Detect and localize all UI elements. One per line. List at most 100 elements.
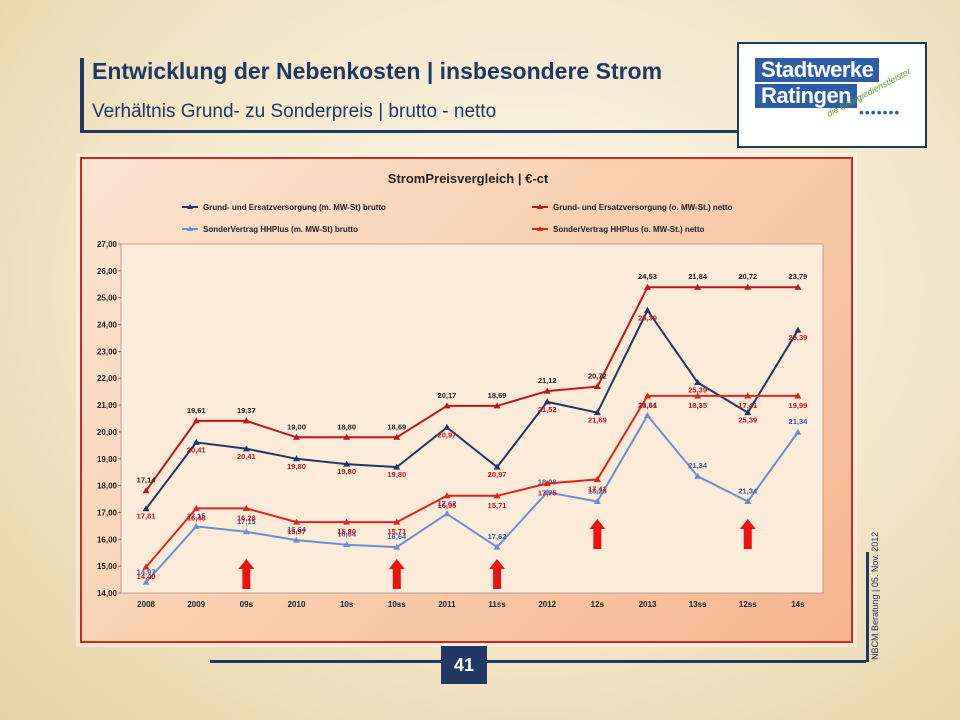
data-point	[443, 510, 451, 517]
data-point	[293, 455, 300, 462]
data-label: 14,40	[137, 572, 156, 581]
y-tick-label: 17,00	[97, 508, 118, 517]
title-accent-bar	[80, 58, 84, 130]
legend-label: Grund- und Ersatzversorgung (m. MW-St) b…	[203, 203, 386, 212]
data-label: 16,48	[187, 513, 206, 522]
footer-vertical-rule	[866, 552, 869, 662]
legend-marker	[187, 226, 193, 231]
page-number: 41	[441, 646, 487, 684]
x-tick-label: 2013	[639, 600, 657, 609]
data-label: 15,71	[387, 527, 406, 536]
data-point	[343, 518, 351, 525]
data-point	[293, 536, 300, 543]
arrow-up-icon	[589, 519, 606, 549]
logo-line-2: Ratingen	[755, 84, 858, 108]
arrow-up-icon	[739, 519, 756, 549]
data-label: 17,81	[137, 512, 156, 521]
data-label: 21,52	[538, 405, 557, 414]
data-point	[242, 504, 250, 511]
data-point	[543, 387, 551, 394]
data-label: 20,61	[638, 401, 657, 410]
chart-title: StromPreisvergleich | €-ct	[388, 171, 549, 186]
data-label: 17,15	[187, 511, 206, 520]
title-underline	[80, 130, 740, 133]
data-label: 23,79	[789, 272, 808, 281]
x-tick-label: 12ss	[739, 600, 757, 609]
data-point	[593, 497, 601, 504]
data-point	[794, 428, 802, 435]
data-label: 16,64	[337, 530, 357, 539]
data-point	[393, 543, 401, 550]
y-tick-label: 21,00	[97, 401, 118, 410]
y-tick-label: 26,00	[97, 267, 118, 276]
x-tick-label: 14s	[791, 600, 805, 609]
data-label: 21,34	[738, 486, 758, 495]
y-tick-label: 25,00	[97, 294, 118, 303]
data-point	[343, 460, 351, 467]
y-tick-label: 22,00	[97, 374, 118, 383]
data-point	[343, 541, 351, 548]
data-label: 17,75	[538, 488, 557, 497]
data-point	[142, 563, 150, 570]
data-label: 25,39	[789, 333, 808, 342]
data-label: 15,97	[287, 527, 306, 536]
x-tick-label: 09s	[240, 600, 254, 609]
data-label: 17,62	[488, 532, 507, 541]
x-tick-label: 13ss	[689, 600, 707, 609]
data-point	[794, 326, 802, 333]
data-label: 21,34	[688, 461, 708, 470]
data-point	[142, 505, 150, 512]
arrow-up-icon	[489, 559, 506, 589]
x-tick-label: 11ss	[488, 600, 506, 609]
data-label: 19,80	[387, 470, 406, 479]
data-point	[694, 472, 702, 479]
series-line	[145, 394, 798, 568]
logo-dots: •••••••	[859, 104, 901, 120]
data-point	[293, 433, 300, 440]
page-title: Entwicklung der Nebenkosten | insbesonde…	[92, 58, 663, 84]
data-label: 19,00	[287, 422, 306, 431]
data-label: 19,80	[337, 467, 356, 476]
data-point	[242, 417, 250, 424]
data-label: 20,41	[187, 445, 206, 454]
data-point	[744, 283, 752, 290]
data-label: 17,41	[738, 401, 757, 410]
data-label: 24,53	[638, 272, 657, 281]
data-label: 15,80	[337, 527, 356, 536]
data-label: 25,39	[688, 386, 707, 395]
x-tick-label: 2009	[187, 600, 205, 609]
arrow-up-icon	[238, 559, 255, 589]
data-label: 17,15	[237, 517, 256, 526]
data-label: 20,72	[588, 372, 607, 381]
y-tick-label: 18,00	[97, 482, 118, 491]
data-label: 14,97	[137, 567, 156, 576]
data-point	[493, 543, 501, 550]
data-point	[493, 492, 501, 499]
data-point	[493, 463, 501, 470]
footer-rule	[210, 660, 866, 663]
data-point	[142, 487, 150, 494]
legend-marker	[187, 204, 193, 209]
data-point	[794, 392, 802, 399]
data-point	[644, 306, 651, 313]
page-subtitle: Verhältnis Grund- zu Sonderpreis | brutt…	[92, 101, 497, 122]
data-point	[543, 488, 551, 495]
y-tick-label: 27,00	[97, 240, 118, 249]
y-tick-label: 20,00	[97, 428, 118, 437]
data-label: 21,34	[789, 417, 809, 426]
data-label: 20,97	[438, 430, 457, 439]
data-point	[694, 283, 702, 290]
data-label: 25,39	[738, 416, 757, 425]
y-tick-label: 19,00	[97, 455, 118, 464]
data-label: 15,71	[488, 501, 507, 510]
x-tick-label: 12s	[591, 600, 605, 609]
data-point	[744, 409, 752, 416]
legend-marker	[537, 204, 543, 209]
data-point	[393, 433, 401, 440]
data-point	[192, 522, 200, 529]
x-tick-label: 10s	[340, 600, 354, 609]
logo-line-1: Stadtwerke	[755, 58, 880, 82]
data-point	[142, 578, 150, 585]
data-point	[694, 392, 702, 399]
data-point	[393, 463, 401, 470]
